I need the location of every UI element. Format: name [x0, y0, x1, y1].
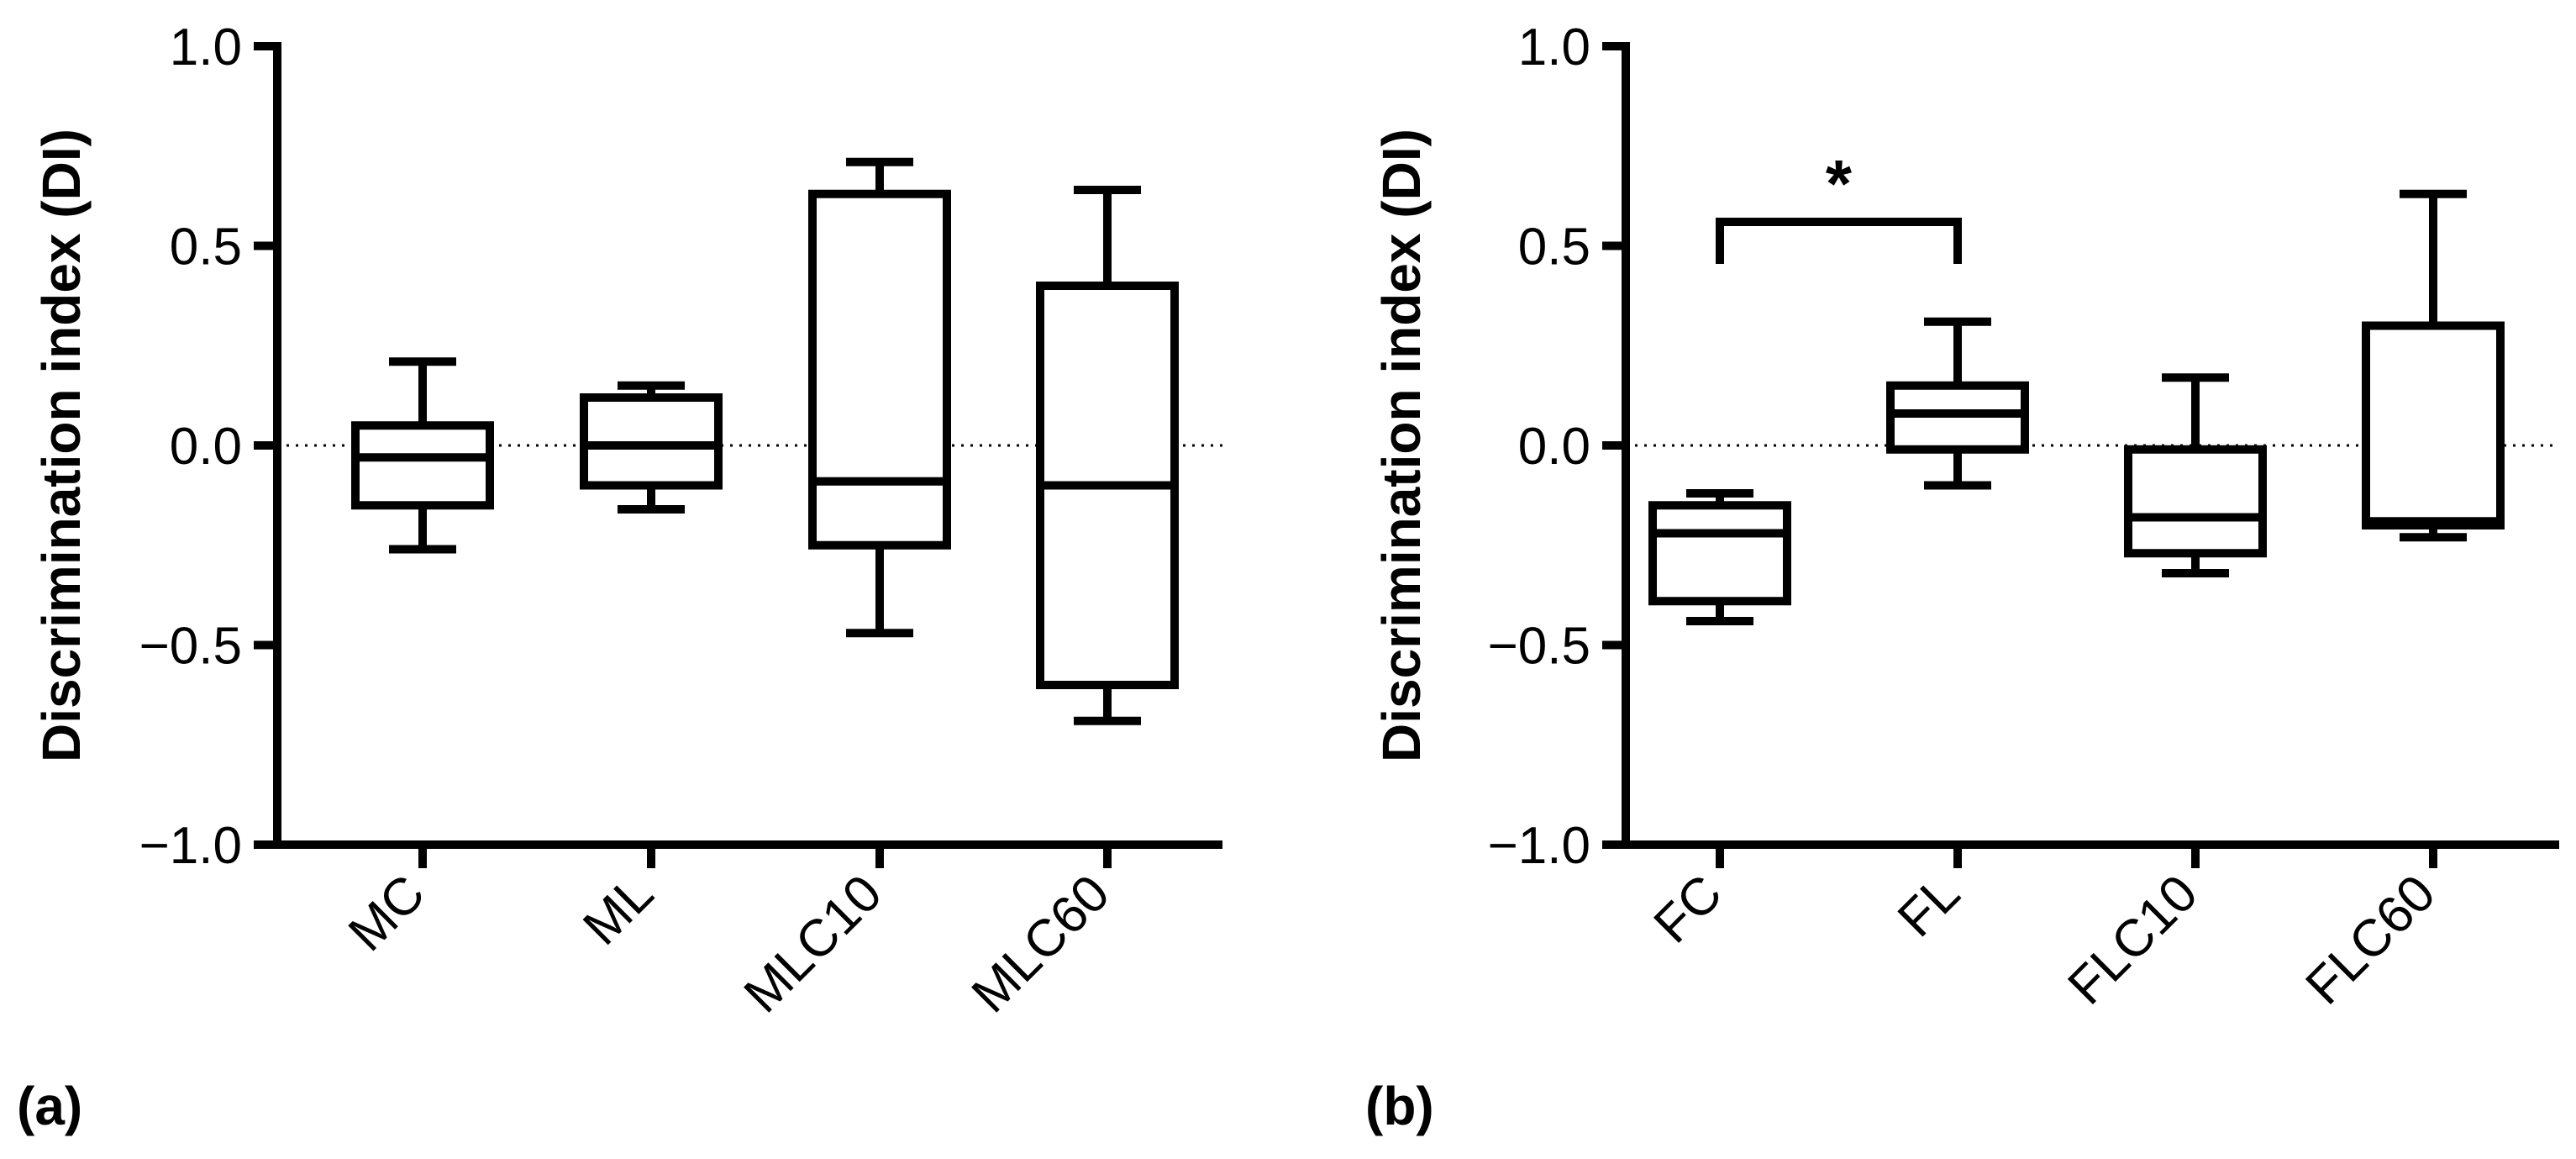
iqr-box: [2124, 445, 2267, 558]
iqr-box: [808, 189, 951, 550]
y-tick-label: −1.0: [1488, 817, 1590, 875]
y-tick-label: 0.0: [1518, 418, 1590, 476]
y-tick-label: −1.0: [139, 817, 242, 875]
box-mlc10: [808, 157, 951, 638]
box-mlc60: [1036, 186, 1179, 725]
y-tick-label: −0.5: [1488, 618, 1590, 676]
iqr-box: [2362, 321, 2505, 529]
box-flc60: [2362, 189, 2505, 542]
x-category-label: FL: [1887, 864, 1971, 948]
y-axis-title: Discrimination index (DI): [1371, 129, 1432, 762]
panel-b: 1.0 0.5 0.0 −0.5 −1.0 Discrimination index (D…: [1365, 18, 2559, 1136]
significance-bracket: [1716, 218, 1962, 264]
box-ml: [580, 381, 723, 514]
y-tick-label: 1.0: [1518, 18, 1590, 76]
x-category-label: ML: [572, 864, 665, 956]
y-tick-label: 0.5: [1518, 219, 1590, 277]
y-axis-title: Discrimination index (DI): [31, 129, 92, 762]
x-category-label: FLC60: [2295, 864, 2447, 1015]
panel-label: (a): [17, 1076, 82, 1136]
panel-a: 1.0 0.5 0.0 −0.5 −1.0 Discrimination index (D…: [17, 18, 1222, 1136]
y-tick-label: 0.0: [170, 418, 242, 476]
box-fl: [1886, 317, 2029, 490]
y-tick-label: 1.0: [170, 18, 242, 76]
x-category-label: FC: [1643, 864, 1733, 954]
x-category-label: MC: [338, 864, 436, 962]
box-flc10: [2124, 373, 2267, 577]
significance-label: *: [1826, 146, 1853, 221]
panel-label: (b): [1365, 1076, 1434, 1136]
y-tick-label: −0.5: [139, 618, 242, 676]
iqr-box: [351, 421, 494, 510]
iqr-box: [1648, 501, 1791, 606]
y-tick-label: 0.5: [170, 219, 242, 277]
x-category-label: FLC10: [2058, 864, 2209, 1015]
box-fc: [1648, 489, 1791, 625]
box-mc: [351, 357, 494, 554]
x-category-label: MLC60: [961, 864, 1121, 1024]
x-category-label: MLC10: [733, 864, 893, 1024]
